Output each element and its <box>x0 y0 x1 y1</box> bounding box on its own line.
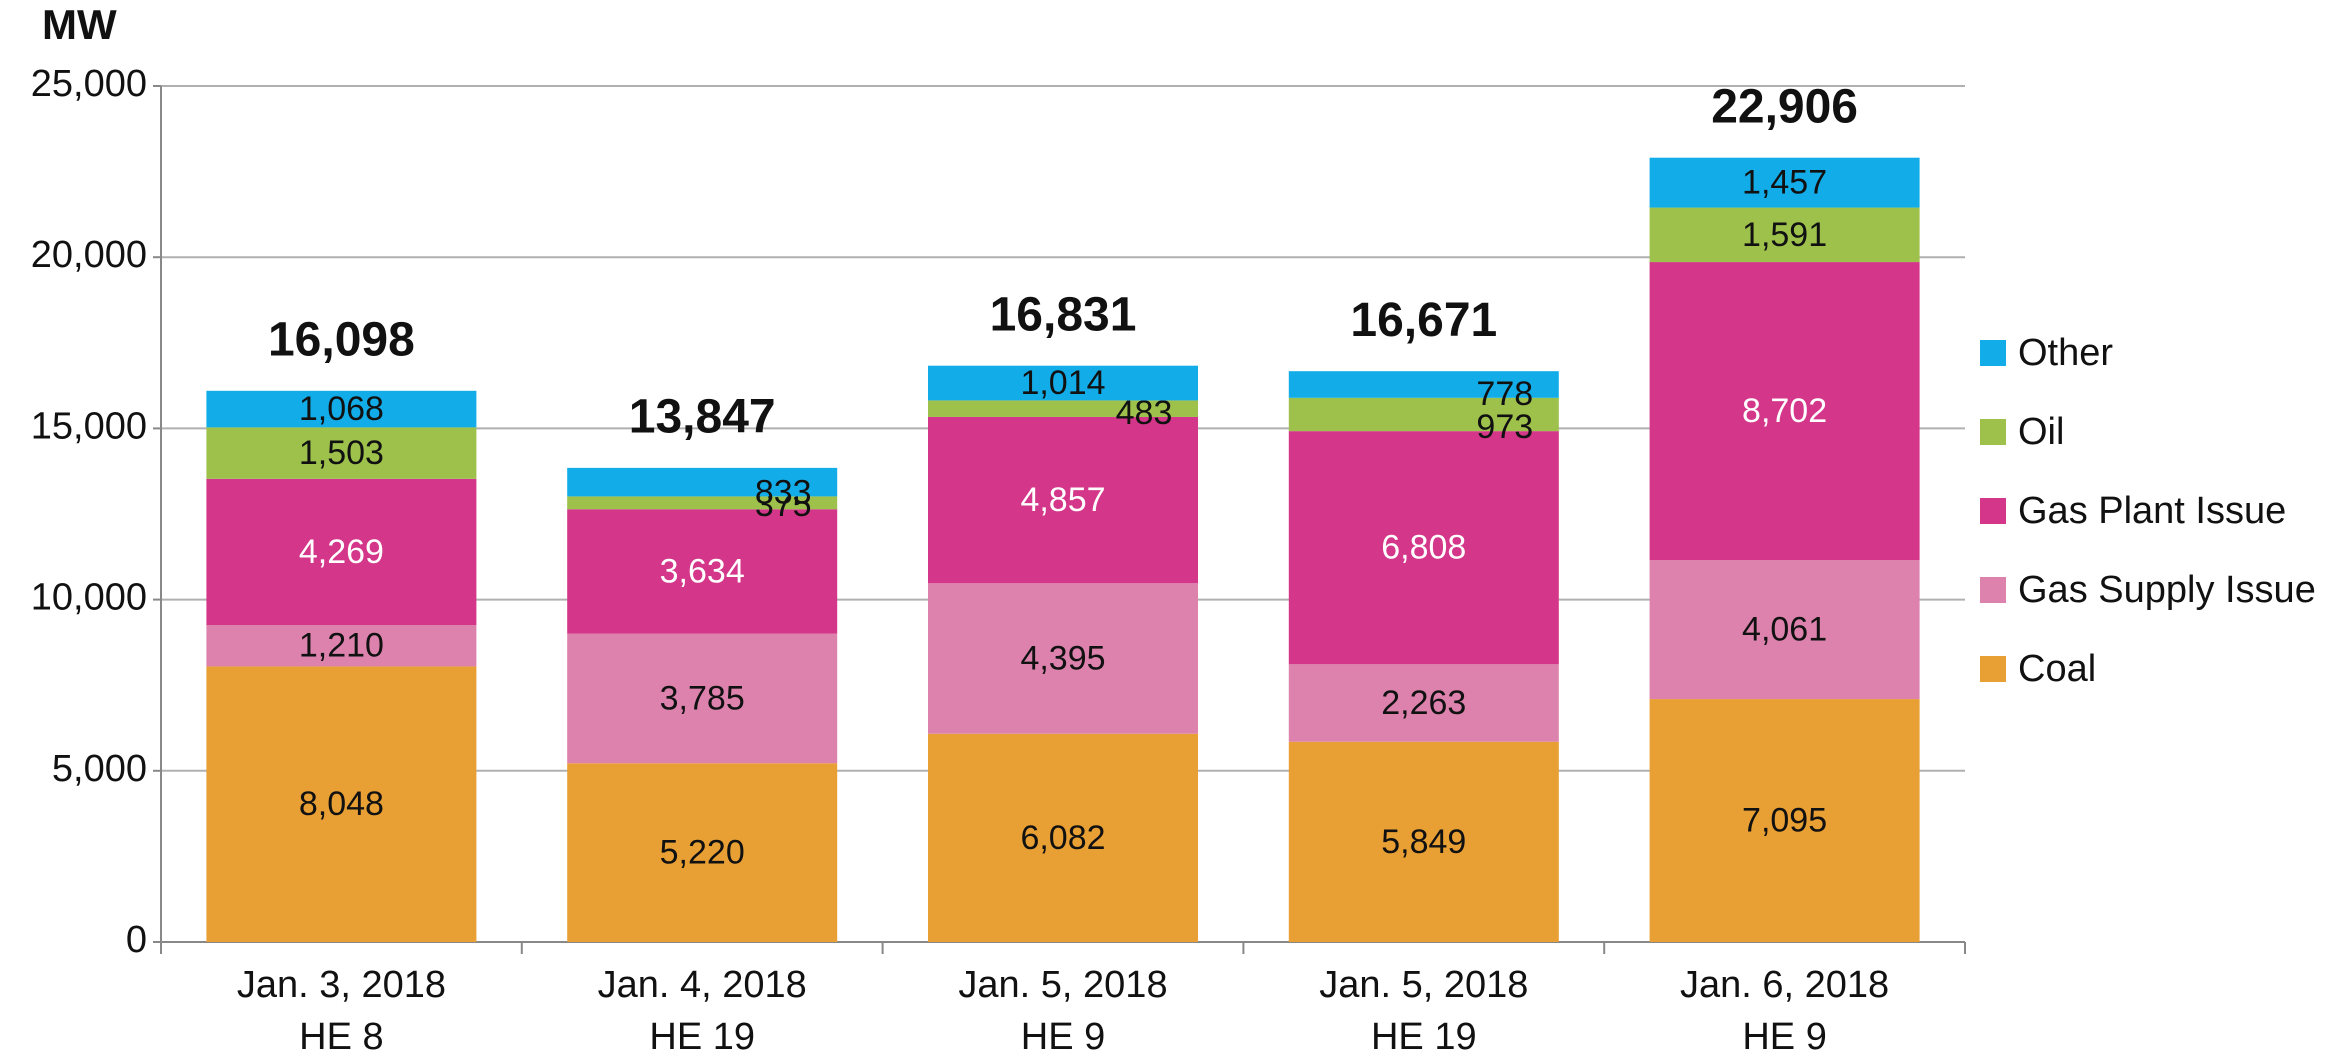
data-label: 4,395 <box>1020 639 1105 677</box>
data-label: 833 <box>755 473 812 511</box>
legend-swatch <box>1980 340 2006 366</box>
bar-segment <box>567 633 838 764</box>
x-tick-label: HE 9 <box>1742 1016 1826 1057</box>
legend-swatch <box>1980 498 2006 524</box>
total-label: 16,831 <box>990 288 1137 341</box>
y-tick-label: 0 <box>126 919 147 961</box>
data-label: 7,095 <box>1742 802 1827 840</box>
legend-label: Other <box>2018 332 2113 374</box>
y-tick-label: 15,000 <box>31 405 147 447</box>
data-label: 1,210 <box>299 627 384 665</box>
legend-swatch <box>1980 656 2006 682</box>
data-label: 6,082 <box>1020 819 1105 857</box>
bar-segment <box>928 365 1198 401</box>
bar-segment <box>1649 157 1920 208</box>
legend-label: Oil <box>2018 411 2064 453</box>
y-tick-label: 5,000 <box>52 748 147 790</box>
total-label: 13,847 <box>629 391 776 444</box>
x-tick-label: HE 19 <box>1371 1016 1477 1057</box>
data-label: 973 <box>1476 408 1533 446</box>
bar-segment <box>567 509 838 634</box>
bar-segment <box>567 496 838 510</box>
bar-segment <box>928 416 1198 584</box>
total-label: 16,671 <box>1350 294 1497 347</box>
data-label: 3,634 <box>660 552 745 590</box>
data-label: 1,457 <box>1742 164 1827 202</box>
y-tick-label: 20,000 <box>31 234 147 276</box>
bar-segment <box>567 467 838 497</box>
data-label: 1,068 <box>299 390 384 428</box>
bar-segment <box>928 400 1198 417</box>
data-label: 3,785 <box>660 679 745 717</box>
data-label: 2,263 <box>1381 684 1466 722</box>
total-label: 22,906 <box>1711 80 1858 133</box>
bar-segment <box>928 583 1198 734</box>
y-axis-label: MW <box>42 1 117 48</box>
data-label: 4,269 <box>299 533 384 571</box>
y-tick-label: 10,000 <box>31 577 147 619</box>
x-tick-label: Jan. 5, 2018 <box>958 964 1167 1006</box>
x-tick-label: HE 9 <box>1021 1016 1105 1057</box>
bar-segment <box>206 390 477 428</box>
x-tick-label: Jan. 5, 2018 <box>1319 964 1528 1006</box>
data-label: 1,591 <box>1742 216 1827 254</box>
bar-segment <box>1288 741 1559 942</box>
legend-swatch <box>1980 419 2006 445</box>
x-tick-label: Jan. 4, 2018 <box>598 964 807 1006</box>
bar-segment <box>1288 431 1559 665</box>
bar-segment <box>1649 699 1920 942</box>
bar-segment <box>1288 397 1559 432</box>
legend-swatch <box>1980 577 2006 603</box>
bar-segment <box>206 666 477 942</box>
bar-segment <box>567 763 838 942</box>
x-tick-label: HE 19 <box>649 1016 755 1057</box>
y-tick-label: 25,000 <box>31 63 147 105</box>
legend-label: Gas Supply Issue <box>2018 569 2316 611</box>
data-label: 4,061 <box>1742 611 1827 649</box>
data-label: 4,857 <box>1020 481 1105 519</box>
data-label: 5,220 <box>660 834 745 872</box>
bar-segment <box>1649 207 1920 263</box>
bar-segment <box>206 427 477 479</box>
data-label: 1,014 <box>1020 364 1105 402</box>
bar-segment <box>1288 664 1559 742</box>
x-tick-label: Jan. 6, 2018 <box>1680 964 1889 1006</box>
x-tick-label: Jan. 3, 2018 <box>237 964 446 1006</box>
data-label: 778 <box>1476 375 1533 413</box>
bar-segment <box>928 733 1198 942</box>
bar-segment <box>1649 262 1920 561</box>
legend-label: Gas Plant Issue <box>2018 490 2286 532</box>
bar-segment <box>206 478 477 626</box>
data-label: 5,849 <box>1381 823 1466 861</box>
legend-label: Coal <box>2018 648 2096 690</box>
data-label: 8,048 <box>299 785 384 823</box>
data-label: 1,503 <box>299 434 384 472</box>
total-label: 16,098 <box>268 313 415 366</box>
x-tick-label: HE 8 <box>299 1016 383 1057</box>
bar-segment <box>206 625 477 667</box>
data-label: 8,702 <box>1742 392 1827 430</box>
data-label: 6,808 <box>1381 529 1466 567</box>
bar-segment <box>1649 560 1920 700</box>
bar-segment <box>1288 371 1559 398</box>
